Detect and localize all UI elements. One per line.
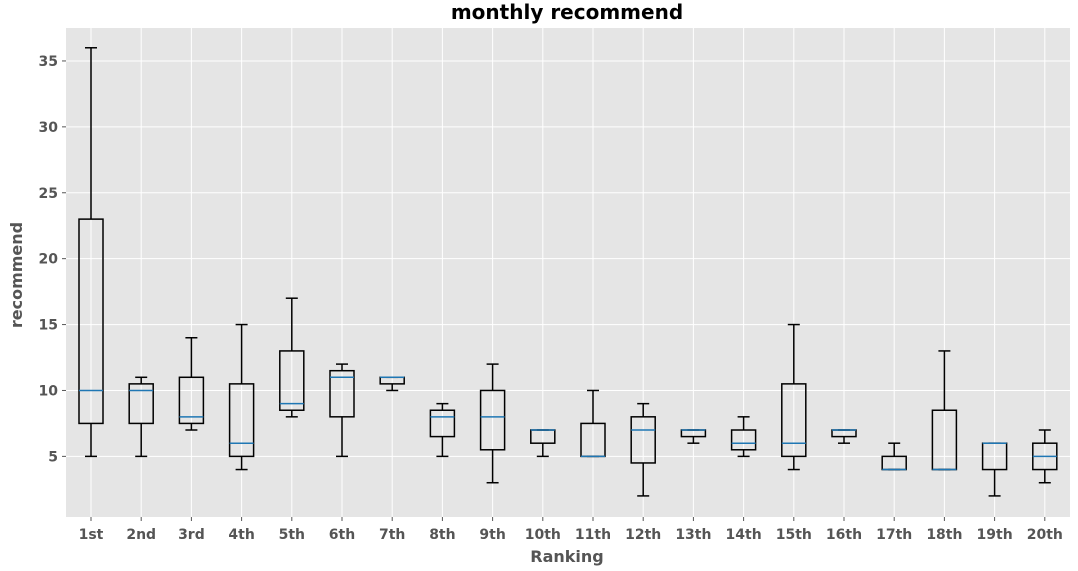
box-14th (730, 416, 757, 458)
x-tick-label: 4th (228, 527, 254, 543)
x-tick-label: 17th (876, 527, 912, 543)
box-body (228, 383, 255, 458)
plot-area (66, 28, 1070, 517)
box-3rd (178, 336, 205, 431)
x-tick-label: 10th (525, 527, 561, 543)
box-16th (831, 429, 857, 444)
box-19th (981, 442, 1008, 497)
box-12th (630, 402, 656, 497)
x-tick-label: 14th (726, 527, 762, 543)
y-axis-ticks: 5 10 15 20 25 30 35 (39, 54, 66, 465)
x-tick-label: 7th (379, 527, 405, 543)
box-body (128, 383, 154, 425)
box-8th (429, 402, 456, 458)
x-tick-label: 2nd (126, 527, 156, 543)
chart-title: monthly recommend (451, 0, 683, 24)
box-6th (329, 363, 355, 458)
x-tick-label: 13th (675, 527, 711, 543)
box-20th (1032, 429, 1058, 484)
box-series (78, 47, 1058, 497)
x-tick-label: 11th (575, 527, 611, 543)
x-tick-label: 12th (625, 527, 661, 543)
x-tick-label: 5th (279, 527, 305, 543)
box-4th (228, 323, 255, 471)
x-tick-label: 1st (79, 527, 104, 543)
x-tick-label: 19th (977, 527, 1013, 543)
x-tick-label: 3rd (178, 527, 205, 543)
x-axis-label: Ranking (530, 547, 603, 566)
box-body (429, 409, 456, 438)
box-9th (479, 363, 506, 484)
box-1st (78, 47, 104, 458)
x-tick-label: 15th (776, 527, 812, 543)
y-tick-label: 25 (39, 186, 58, 202)
box-18th (931, 350, 958, 471)
box-2nd (128, 376, 154, 458)
y-tick-label: 30 (39, 120, 59, 136)
box-17th (881, 442, 907, 471)
y-tick-label: 10 (39, 383, 59, 399)
y-tick-label: 5 (48, 449, 58, 465)
x-tick-label: 6th (329, 527, 355, 543)
x-tick-label: 9th (479, 527, 505, 543)
y-tick-label: 15 (39, 318, 58, 334)
x-tick-label: 8th (429, 527, 455, 543)
x-tick-label: 18th (926, 527, 962, 543)
box-body (329, 369, 355, 418)
box-body (630, 416, 656, 464)
box-10th (530, 429, 556, 458)
box-15th (781, 323, 807, 471)
x-axis-ticks: 1st 2nd 3rd 4th 5th 6th 7th 8th 9th 10th 11th 12th 1… (79, 517, 1063, 543)
y-axis-label: recommend (7, 222, 26, 328)
box-body (479, 389, 506, 451)
box-7th (379, 376, 405, 392)
x-tick-label: 16th (826, 527, 862, 543)
box-body (730, 429, 757, 451)
box-body (78, 218, 104, 425)
box-body (781, 383, 807, 458)
y-tick-label: 35 (39, 54, 58, 70)
y-tick-label: 20 (39, 252, 59, 268)
box-5th (279, 297, 305, 418)
grid-lines (66, 28, 1070, 517)
box-13th (680, 429, 707, 444)
box-body (178, 376, 205, 425)
x-tick-label: 20th (1027, 527, 1063, 543)
box-body (279, 350, 305, 411)
box-11th (580, 389, 606, 458)
